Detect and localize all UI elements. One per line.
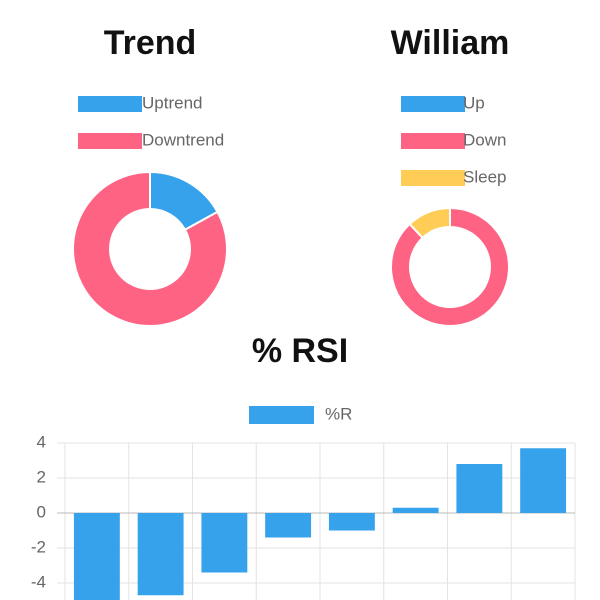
y-tick-label: -4 (31, 572, 46, 591)
doughnut-segment (390, 206, 510, 327)
legend-label: Uptrend (142, 93, 202, 112)
legend-swatch (401, 96, 465, 112)
doughnut-segment (408, 206, 451, 240)
bar (265, 513, 312, 538)
chart-title: Trend (104, 24, 197, 62)
legend-label: Down (463, 130, 506, 149)
bar (520, 448, 567, 513)
legend-swatch (78, 96, 142, 112)
bar (201, 513, 248, 573)
legend-label: Up (463, 93, 485, 112)
bar (73, 513, 120, 600)
legend-label: %R (325, 404, 352, 423)
bar (392, 507, 439, 513)
bar (328, 513, 375, 531)
legend-swatch (249, 406, 314, 424)
legend-swatch (401, 133, 465, 149)
y-tick-label: 0 (37, 502, 46, 521)
y-tick-label: 2 (37, 467, 46, 486)
bar (456, 464, 503, 513)
legend-label: Sleep (463, 167, 506, 186)
legend-swatch (401, 170, 465, 186)
y-tick-label: 4 (37, 432, 46, 451)
y-tick-label: -2 (31, 537, 46, 556)
chart-title: % RSI (252, 332, 348, 370)
legend-swatch (78, 133, 142, 149)
legend-label: Downtrend (142, 130, 224, 149)
doughnut-segment (72, 170, 228, 327)
bar (137, 513, 184, 596)
chart-title: William (391, 24, 510, 62)
